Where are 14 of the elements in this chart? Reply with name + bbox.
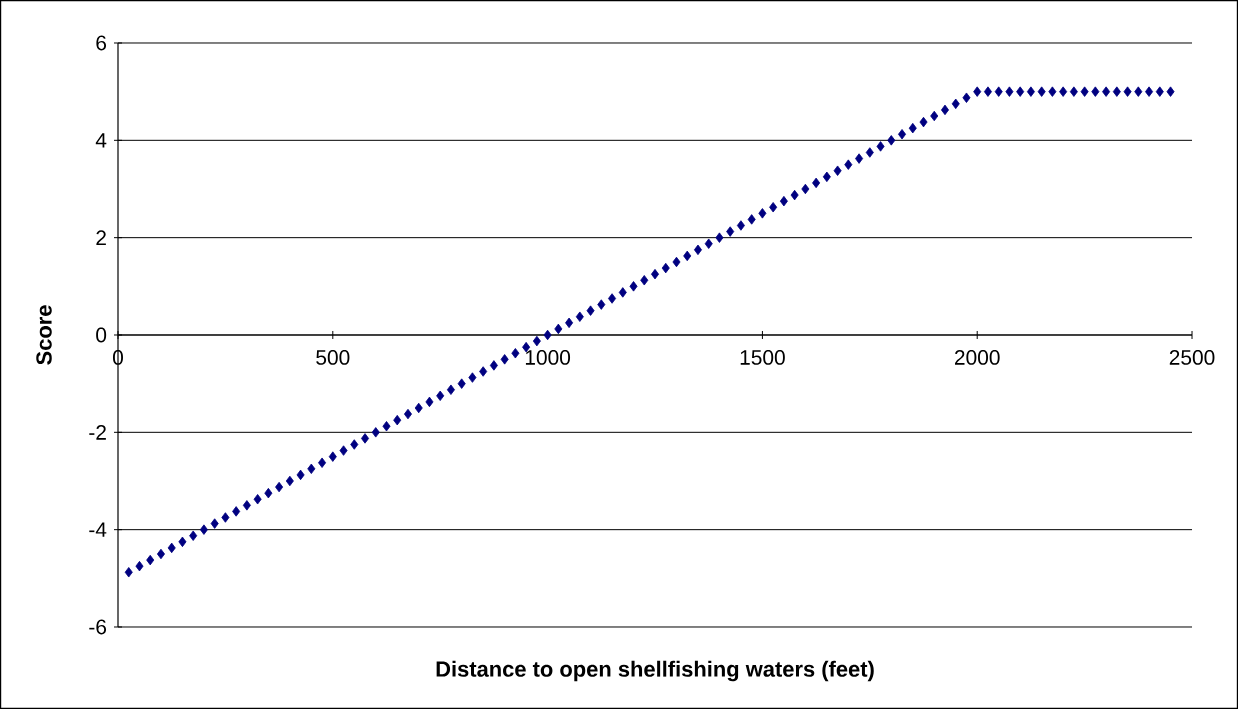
y-tick-label: 4 xyxy=(95,133,107,148)
y-tick-label: -6 xyxy=(89,619,107,635)
y-tick-label: 6 xyxy=(96,35,107,51)
y-tick-label: 0 xyxy=(96,327,107,343)
x-tick-label: 1000 xyxy=(525,350,571,365)
y-axis-title: Score xyxy=(36,305,52,365)
y-tick-label: -2 xyxy=(89,425,106,440)
x-tick-label: 1500 xyxy=(740,350,785,365)
x-tick-label: 500 xyxy=(316,350,350,365)
y-tick-label: 2 xyxy=(96,230,106,245)
x-tick-label: 2000 xyxy=(955,350,1000,365)
x-tick-label: 2500 xyxy=(1169,350,1215,365)
y-tick-label: -4 xyxy=(89,522,107,537)
x-axis-title: Distance to open shellfishing waters (feet) xyxy=(436,660,874,682)
